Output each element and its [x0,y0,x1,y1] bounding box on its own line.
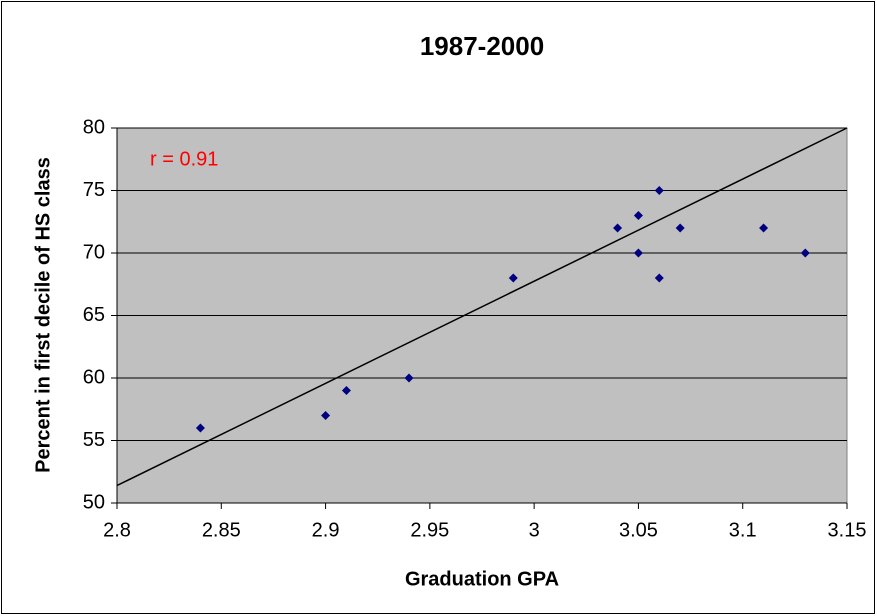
x-tick-label: 3.15 [828,519,867,541]
y-tick-label: 80 [83,116,105,138]
data-point [633,211,643,220]
y-tick-label: 50 [83,491,105,513]
data-point [195,423,205,433]
x-tick-label: 3 [529,519,540,541]
data-point [613,223,623,233]
x-tick-label: 2.85 [202,519,241,541]
x-tick-label: 2.8 [103,519,131,541]
data-point [321,411,331,420]
annotation: r = 0.91 [150,148,218,170]
x-tick-label: 3.05 [619,519,658,541]
data-point [800,248,810,258]
data-point [675,223,685,233]
y-tick-label: 55 [83,429,105,451]
data-point [759,223,769,233]
x-axis-title: Graduation GPA [405,568,559,590]
data-point [654,186,664,195]
y-tick-label: 65 [83,304,105,326]
data-point [654,273,664,283]
trendline [116,127,848,487]
x-tick-label: 2.9 [312,519,340,541]
y-tick-label: 60 [83,366,105,388]
y-tick-label: 70 [83,241,105,263]
data-point [508,273,518,283]
x-tick-label: 2.95 [410,519,449,541]
x-tick-label: 3.1 [729,519,757,541]
data-point [633,248,643,258]
chart-title: 1987-2000 [420,31,544,61]
data-point [341,386,351,395]
data-point [404,373,414,383]
y-tick-label: 75 [83,179,105,201]
y-axis-title: Percent in first decile of HS class [32,157,54,473]
